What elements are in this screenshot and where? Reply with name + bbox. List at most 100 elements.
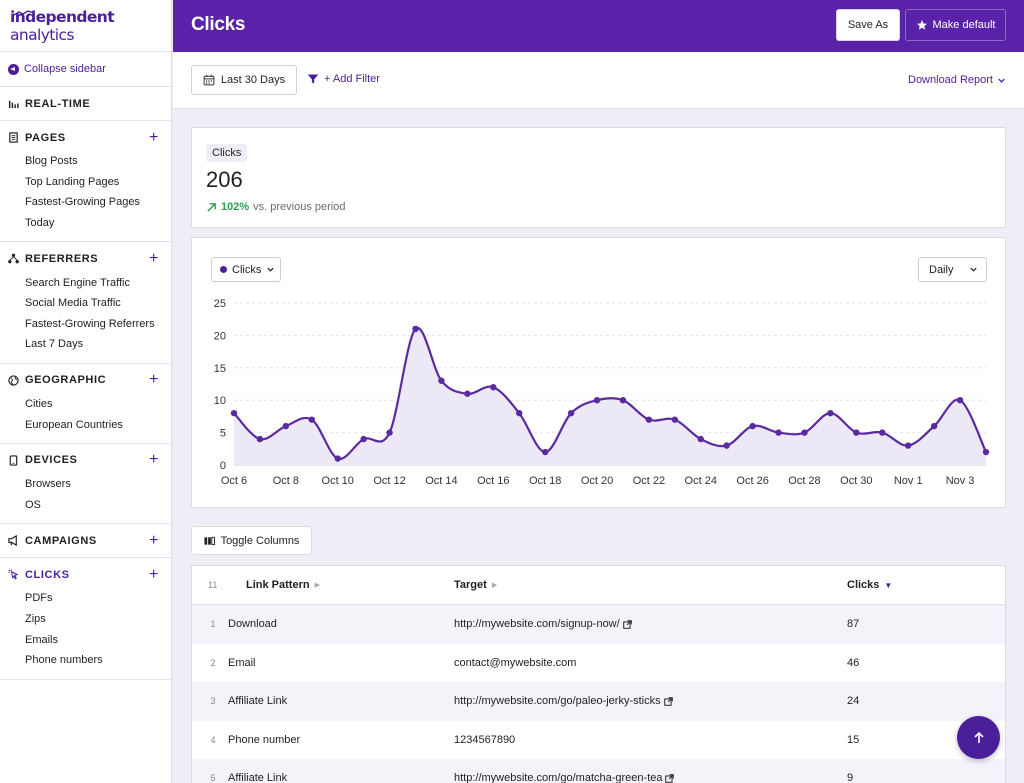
- collapse-sidebar-button[interactable]: Collapse sidebar: [0, 52, 171, 87]
- target-cell: http://mywebsite.com/signup-now/: [454, 618, 632, 630]
- sidebar-item[interactable]: Phone numbers: [25, 654, 103, 667]
- link-pattern-cell: Download: [228, 618, 277, 630]
- y-tick-label: 5: [220, 428, 226, 440]
- x-tick-label: Oct 12: [373, 475, 405, 487]
- add-report-icon[interactable]: +: [149, 531, 159, 549]
- table-row: 3 Affiliate Link http://mywebsite.com/go/p…: [192, 682, 1005, 721]
- sidebar-items: Search Engine Traffic Social Media Traffi…: [0, 272, 171, 362]
- sidebar-section-header-devices[interactable]: DEVICES +: [0, 444, 171, 477]
- table-body: 1 Download http://mywebsite.com/signup-now…: [192, 605, 1005, 783]
- sidebar-section-referrers: REFERRERS + Search Engine Traffic Social Me…: [0, 242, 171, 364]
- sidebar-item[interactable]: European Countries: [25, 418, 123, 431]
- x-tick-label: Oct 14: [425, 475, 457, 487]
- chevron-down-icon: [998, 78, 1005, 83]
- data-point: [230, 409, 238, 417]
- sidebar-section-header-clicks[interactable]: CLICKS +: [0, 558, 171, 591]
- sidebar-item[interactable]: Blog Posts: [25, 155, 78, 168]
- sidebar-item[interactable]: Today: [25, 217, 55, 230]
- data-point: [801, 429, 808, 436]
- x-tick-label: Nov 1: [894, 475, 923, 487]
- data-point: [982, 448, 990, 456]
- row-number: 5: [210, 773, 216, 783]
- external-link-icon[interactable]: [665, 774, 675, 783]
- data-point: [360, 435, 367, 443]
- sidebar-item[interactable]: Top Landing Pages: [25, 175, 120, 188]
- bar-chart-icon: [8, 100, 19, 109]
- sidebar-item[interactable]: Cities: [25, 398, 53, 411]
- x-tick-label: Oct 20: [581, 475, 613, 487]
- sidebar-item[interactable]: Search Engine Traffic: [25, 276, 130, 289]
- calendar-icon: [203, 74, 215, 86]
- add-report-icon[interactable]: +: [149, 128, 159, 146]
- y-tick-label: 0: [220, 460, 226, 472]
- series-dot-icon: [220, 266, 227, 273]
- sidebar-item[interactable]: Zips: [25, 613, 46, 626]
- sidebar-item[interactable]: Emails: [25, 633, 59, 646]
- sidebar-section-header-campaigns[interactable]: CAMPAIGNS +: [0, 524, 171, 557]
- sidebar-section-label: CLICKS: [25, 568, 70, 581]
- data-point: [619, 397, 627, 404]
- stat-change-text: vs. previous period: [253, 201, 346, 213]
- column-header-clicks[interactable]: Clicks ▼: [847, 579, 893, 591]
- clicks-table: 11 Link Pattern ▶ Target ▶ Clicks ▼ 1 Downlo…: [191, 565, 1006, 783]
- toggle-columns-button[interactable]: Toggle Columns: [191, 526, 312, 555]
- x-tick-label: Nov 3: [946, 475, 975, 487]
- sidebar-items: Blog Posts Top Landing Pages Fastest-Growi…: [0, 151, 171, 241]
- table-row: 5 Affiliate Link http://mywebsite.com/go/m…: [192, 759, 1005, 783]
- target-cell: 1234567890: [454, 734, 515, 746]
- scroll-to-top-button[interactable]: [957, 716, 1000, 759]
- y-tick-label: 10: [214, 395, 226, 407]
- link-pattern-cell: Phone number: [228, 733, 301, 746]
- sidebar-item[interactable]: OS: [25, 498, 41, 511]
- add-report-icon[interactable]: +: [149, 371, 159, 389]
- arrow-up-icon: [973, 731, 984, 743]
- data-point: [956, 397, 964, 404]
- sidebar-item[interactable]: PDFs: [25, 592, 53, 605]
- add-report-icon[interactable]: +: [149, 565, 159, 583]
- sidebar-item[interactable]: Fastest-Growing Pages: [25, 196, 140, 209]
- target-cell: http://mywebsite.com/go/matcha-green-tea: [454, 772, 675, 783]
- add-filter-button[interactable]: + Add Filter: [307, 73, 380, 85]
- stat-change: 102% vs. previous period: [206, 201, 345, 213]
- sidebar-section-geographic: GEOGRAPHIC + Cities European Countries: [0, 364, 171, 444]
- date-range-button[interactable]: Last 30 Days: [191, 65, 297, 95]
- link-pattern-cell: Email: [228, 656, 256, 669]
- sidebar-item[interactable]: Last 7 Days: [25, 338, 84, 351]
- sidebar-section-campaigns: CAMPAIGNS +: [0, 524, 171, 559]
- add-report-icon[interactable]: +: [149, 249, 159, 267]
- external-link-icon[interactable]: [622, 619, 632, 629]
- link-pattern-cell: Affiliate Link: [228, 772, 288, 783]
- column-header-link-pattern[interactable]: Link Pattern ▶: [246, 579, 320, 591]
- sidebar-section-label: REAL-TIME: [25, 97, 91, 110]
- row-number: 3: [210, 696, 216, 707]
- logo[interactable]: independent analytics: [0, 0, 171, 52]
- sidebar-items: PDFs Zips Emails Phone numbers: [0, 588, 171, 678]
- metric-select[interactable]: Clicks: [211, 257, 281, 282]
- sidebar-section-header-realtime[interactable]: REAL-TIME: [0, 87, 171, 120]
- data-point: [593, 397, 601, 404]
- add-report-icon[interactable]: +: [149, 451, 159, 469]
- download-report-button[interactable]: Download Report: [908, 74, 1006, 86]
- sidebar-section-header-referrers[interactable]: REFERRERS +: [0, 242, 171, 275]
- sidebar-section-pages: PAGES + Blog Posts Top Landing Pages Fastest…: [0, 121, 171, 243]
- page-icon: [9, 132, 18, 143]
- row-number: 2: [210, 657, 216, 668]
- make-default-button[interactable]: Make default: [905, 9, 1006, 41]
- sidebar-item[interactable]: Fastest-Growing Referrers: [25, 317, 155, 330]
- series-area-fill: [234, 327, 986, 465]
- target-text: 1234567890: [454, 733, 516, 746]
- data-point: [723, 442, 730, 449]
- sidebar-item[interactable]: Browsers: [25, 478, 71, 491]
- sidebar-item[interactable]: Social Media Traffic: [25, 297, 121, 310]
- sidebar-section-header-pages[interactable]: PAGES +: [0, 121, 171, 154]
- sidebar-section-header-geographic[interactable]: GEOGRAPHIC +: [0, 364, 171, 397]
- column-header-target[interactable]: Target ▶: [454, 579, 498, 591]
- period-select[interactable]: Daily: [918, 257, 987, 282]
- save-as-button[interactable]: Save As: [836, 9, 900, 41]
- data-point: [749, 422, 756, 430]
- star-icon: [916, 20, 927, 30]
- external-link-icon[interactable]: [663, 696, 673, 706]
- row-count: 11: [208, 580, 218, 590]
- table-row: 1 Download http://mywebsite.com/signup-now…: [192, 605, 1005, 644]
- report-toolbar: Last 30 Days + Add Filter Download Repor…: [173, 52, 1024, 109]
